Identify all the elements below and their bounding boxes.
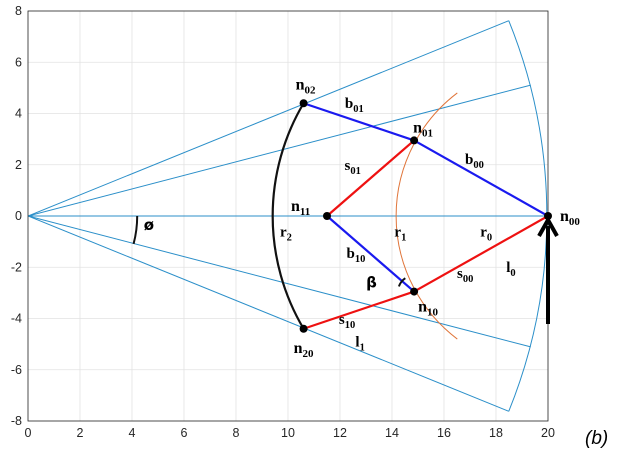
phi-angle-arc [132,215,139,245]
panel-label: (b) [585,428,608,449]
x-tick-label: 16 [437,426,451,440]
node-n01 [410,136,419,145]
node-label-n10: n10 [418,299,438,319]
x-tick-label: 4 [129,426,136,440]
x-tick-label: 18 [489,426,503,440]
x-tick-label: 8 [233,426,240,440]
edge-n01-n00 [413,139,548,217]
y-tick-label: 2 [15,158,22,172]
orange-arc [395,92,458,340]
node-label-n02: n02 [296,76,316,96]
length-label-l1: l1 [355,334,364,353]
y-tick-label: 6 [15,55,22,69]
length-label-r2: r2 [280,224,292,243]
phi-symbol: ø [144,216,154,234]
node-label-n11: n11 [291,198,310,218]
length-label-r0: r0 [480,224,492,243]
edge-label-n02-n01: b01 [345,96,364,115]
x-tick-label: 2 [77,426,84,440]
edge-n20-n10 [303,290,415,330]
edge-label-n11-n01: s01 [345,158,361,177]
tick-labels: 0 2 4 6 8 10 12 14 16 18 20 -8 -6 -4 -2 0 2 4 6 8 [11,4,555,440]
edge-n11-n01 [326,139,415,217]
force-arrow-head [537,215,559,237]
y-tick-label: -8 [11,414,22,428]
node-n02 [299,99,308,108]
node-label-n00: n00 [560,208,580,228]
x-tick-label: 12 [333,426,347,440]
sector-ray [28,20,509,217]
x-tick-label: 6 [181,426,188,440]
node-n20 [299,324,308,333]
annotation-layer: n00 n01 n02 n11 n10 n20 b01 b00 b10 s01 s00 s10 r2 r1… [132,76,580,360]
y-tick-label: -4 [11,312,22,326]
y-tick-label: 8 [15,4,22,18]
node-n10 [410,287,419,296]
edge-n10-n00 [413,215,548,293]
sector-ray [28,84,531,217]
y-tick-label: -2 [11,260,22,274]
edge-label-n11-n10: b10 [347,246,366,265]
length-label-r1: r1 [394,224,406,243]
x-tick-label: 20 [541,426,555,440]
y-tick-label: 0 [15,209,22,223]
edge-n02-n01 [303,102,415,142]
node-label-n20: n20 [294,340,314,360]
sector-ray [28,215,531,348]
y-tick-label: -6 [11,363,22,377]
edge-label-n20-n10: s10 [339,312,355,331]
geometry-layer [28,20,548,412]
edge-label-n01-n00: b00 [465,152,484,171]
x-tick-label: 14 [385,426,399,440]
length-label-l0: l0 [506,260,515,279]
node-n11 [323,212,331,220]
y-tick-label: 4 [15,107,22,121]
edge-n11-n10 [326,215,415,293]
x-tick-label: 0 [25,426,32,440]
node-label-n01: n01 [413,119,433,139]
beta-angle-arc [397,277,406,287]
black-arc [271,102,305,330]
x-tick-label: 10 [281,426,295,440]
edge-label-n10-n00: s00 [457,266,473,285]
sector-ray [28,215,509,412]
beta-symbol: β [366,274,377,292]
